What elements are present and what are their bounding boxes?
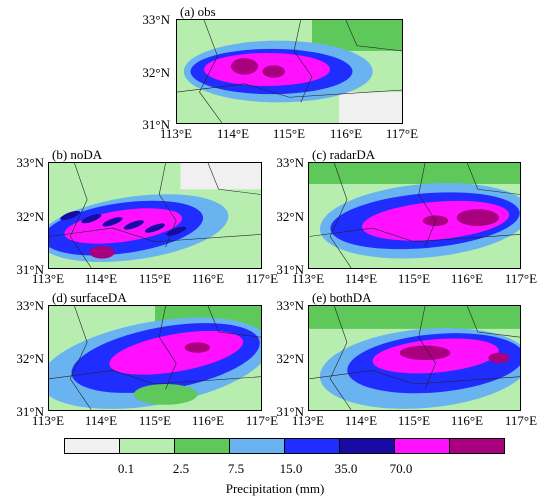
panel-title: (b) noDA xyxy=(52,147,103,162)
colorbar-bin xyxy=(285,439,340,453)
lon-label: 113°E xyxy=(31,271,65,286)
lon-label: 115°E xyxy=(138,413,172,428)
lon-label: 113°E xyxy=(31,413,65,428)
colorbar-label: 0.1 xyxy=(117,461,135,476)
lon-label: 114°E xyxy=(84,271,118,286)
lon-label: 117°E xyxy=(245,271,279,286)
colorbar-bin xyxy=(395,439,450,453)
colorbar-label: 7.5 xyxy=(227,461,245,476)
panel-title: (e) bothDA xyxy=(312,290,372,305)
lat-label: 31°N xyxy=(16,404,44,419)
lat-label: 33°N xyxy=(276,155,304,170)
precip-map-obs xyxy=(176,19,403,124)
lon-label: 117°E xyxy=(504,271,538,286)
lat-label: 31°N xyxy=(276,262,304,277)
lon-label: 114°E xyxy=(216,126,250,141)
lon-label: 113°E xyxy=(159,126,193,141)
colorbar-bin xyxy=(450,439,504,453)
precip-map-noDA xyxy=(48,162,262,269)
lat-label: 31°N xyxy=(276,404,304,419)
lon-label: 116°E xyxy=(450,413,484,428)
colorbar-bin xyxy=(175,439,230,453)
panel-title: (a) obs xyxy=(180,4,216,19)
lat-label: 32°N xyxy=(16,209,44,224)
colorbar-label: 70.0 xyxy=(389,461,413,476)
colorbar-label: 2.5 xyxy=(172,461,190,476)
colorbar-label: 35.0 xyxy=(334,461,358,476)
colorbar xyxy=(64,438,505,454)
lon-label: 117°E xyxy=(385,126,419,141)
lon-label: 115°E xyxy=(397,413,431,428)
lat-label: 33°N xyxy=(16,298,44,313)
lat-label: 33°N xyxy=(16,155,44,170)
panel-title: (d) surfaceDA xyxy=(52,290,127,305)
colorbar-bin xyxy=(340,439,395,453)
colorbar-bin xyxy=(230,439,285,453)
colorbar-bin xyxy=(65,439,120,453)
lat-label: 33°N xyxy=(276,298,304,313)
lat-label: 32°N xyxy=(142,65,170,80)
precip-map-radarDA xyxy=(308,162,521,269)
lon-label: 114°E xyxy=(344,271,378,286)
precip-map-bothDA xyxy=(308,305,521,411)
colorbar-title: Precipitation (mm) xyxy=(225,481,325,496)
lat-label: 32°N xyxy=(276,351,304,366)
lon-label: 116°E xyxy=(450,271,484,286)
lat-label: 31°N xyxy=(16,262,44,277)
lon-label: 113°E xyxy=(291,413,325,428)
lon-label: 115°E xyxy=(397,271,431,286)
lon-label: 117°E xyxy=(245,413,279,428)
lat-label: 31°N xyxy=(142,117,170,132)
lat-label: 32°N xyxy=(16,351,44,366)
lon-label: 114°E xyxy=(344,413,378,428)
lon-label: 116°E xyxy=(329,126,363,141)
lon-label: 116°E xyxy=(191,271,225,286)
lon-label: 117°E xyxy=(504,413,538,428)
lat-label: 32°N xyxy=(276,209,304,224)
lon-label: 116°E xyxy=(191,413,225,428)
lon-label: 115°E xyxy=(138,271,172,286)
lon-label: 113°E xyxy=(291,271,325,286)
lon-label: 115°E xyxy=(272,126,306,141)
colorbar-label: 15.0 xyxy=(279,461,303,476)
lon-label: 114°E xyxy=(84,413,118,428)
lat-label: 33°N xyxy=(142,12,170,27)
precip-map-surfaceDA xyxy=(48,305,262,411)
colorbar-bin xyxy=(120,439,175,453)
panel-title: (c) radarDA xyxy=(312,147,376,162)
